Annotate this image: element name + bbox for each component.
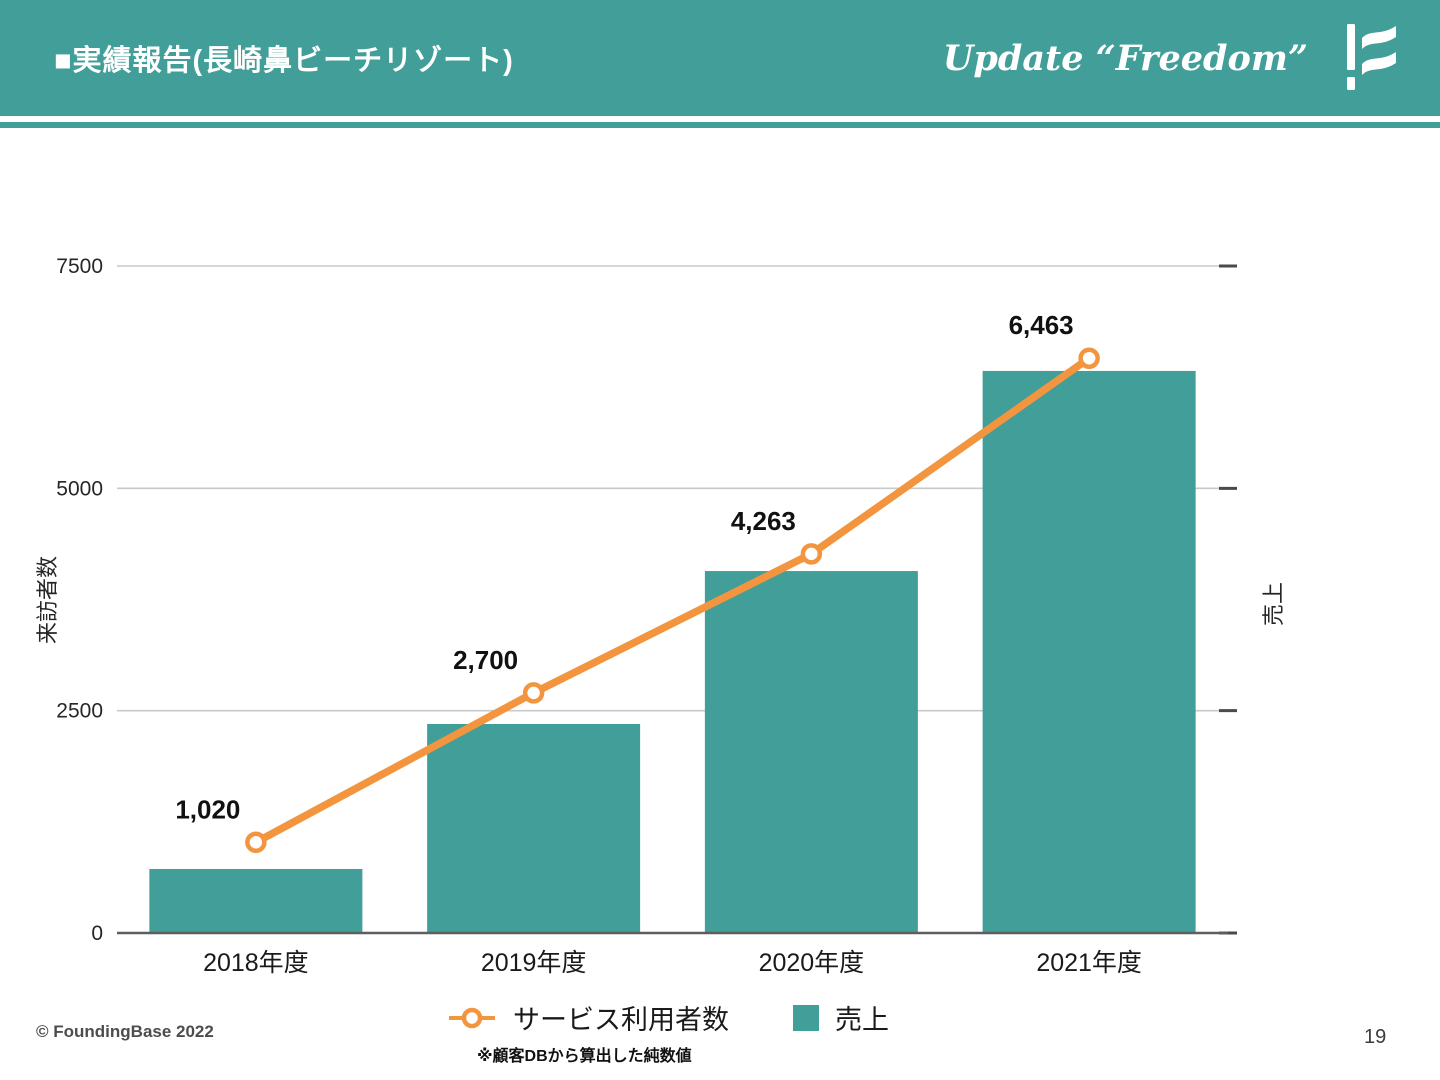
chart-legend: サービス利用者数 売上 ※顧客DBから算出した純数値 <box>447 998 889 1066</box>
right-axis-title: 売上 <box>1261 582 1286 627</box>
left-axis-title: 来訪者数 <box>35 556 60 645</box>
y-tick-label: 5000 <box>56 477 103 500</box>
x-tick-label: 2020年度 <box>759 949 865 977</box>
sales-bar-2020年度 <box>704 571 918 933</box>
sales-bar-2019年度 <box>427 724 641 933</box>
x-tick-label: 2019年度 <box>481 949 587 977</box>
line-marker-icon <box>449 1007 495 1028</box>
users-data-label: 6,463 <box>1009 310 1074 340</box>
users-marker-2020年度 <box>800 543 823 565</box>
legend-item-bar: 売上 <box>793 998 889 1037</box>
x-tick-label: 2021年度 <box>1036 949 1142 977</box>
users-data-label: 2,700 <box>453 645 518 675</box>
legend-item-line: サービス利用者数 <box>447 998 729 1037</box>
header-divider-line <box>0 122 1440 128</box>
bar-swatch-icon <box>793 1004 819 1031</box>
x-tick-label: 2018年度 <box>203 949 309 977</box>
page-number: 19 <box>1364 1026 1387 1048</box>
header-divider-gap <box>0 116 1440 122</box>
y-tick-label: 2500 <box>56 700 103 723</box>
users-marker-2019年度 <box>522 682 545 704</box>
y-tick-label: 0 <box>91 922 103 945</box>
users-line <box>254 355 1092 846</box>
users-marker-2018年度 <box>245 831 267 854</box>
sales-bar-2018年度 <box>149 868 363 933</box>
slide-title: ■実績報告(長崎鼻ビーチリゾート) <box>54 45 514 77</box>
brand-slogan: Update “Freedom” <box>942 37 1308 79</box>
users-data-label: 4,263 <box>731 506 796 536</box>
foundingbase-flag-icon <box>1347 24 1396 90</box>
legend-note: ※顧客DBから算出した純数値 <box>477 1048 692 1065</box>
legend-row: サービス利用者数 売上 <box>447 998 889 1037</box>
y-tick-label: 7500 <box>56 255 103 278</box>
legend-label-bar: 売上 <box>835 1005 889 1035</box>
sales-bar-2021年度 <box>982 370 1196 933</box>
slide-header: ■実績報告(長崎鼻ビーチリゾート) Update “Freedom” <box>0 0 1440 116</box>
legend-label-line: サービス利用者数 <box>513 1005 729 1035</box>
copyright: © FoundingBase 2022 <box>36 1022 214 1041</box>
users-data-label: 1,020 <box>175 794 240 824</box>
users-marker-2021年度 <box>1078 347 1100 369</box>
